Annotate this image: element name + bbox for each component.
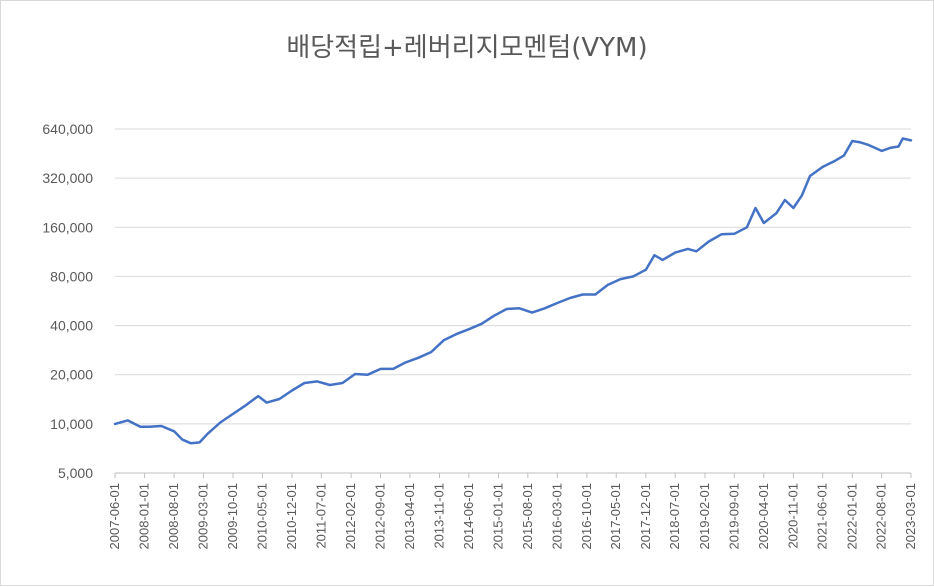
chart-title: 배당적립+레버리지모멘텀(VYM) [286,33,648,63]
x-tick-label: 2009-10-01 [225,483,240,550]
x-tick-label: 2013-11-01 [432,483,447,549]
x-tick-label: 2020-11-01 [785,483,800,549]
x-tick-label: 2015-01-01 [490,483,505,550]
x-tick-label: 2012-09-01 [373,483,388,550]
x-tick-label: 2013-04-01 [402,483,417,550]
x-axis: 2007-06-01 2008-01-01 2008-08-01 2009-03-01… [107,472,918,550]
x-tick-label: 2017-05-01 [608,483,623,550]
y-tick-label: 160,000 [42,219,93,235]
x-tick-label: 2022-01-01 [844,483,859,550]
x-tick-label: 2011-07-01 [313,483,328,549]
y-tick-label: 320,000 [42,170,93,186]
y-tick-label: 640,000 [42,121,93,137]
x-tick-label: 2017-12-01 [638,483,653,550]
x-tick-label: 2014-06-01 [461,483,476,550]
x-tick-label: 2016-10-01 [579,483,594,550]
x-tick-label: 2007-06-01 [107,483,122,550]
x-tick-label: 2008-01-01 [137,483,152,550]
y-axis: 5,000 10,000 20,000 40,000 80,000 160,000 320,… [42,121,93,481]
series-line [113,137,913,445]
y-tick-label: 40,000 [50,318,93,334]
y-tick-label: 20,000 [50,367,93,383]
x-tick-label: 2016-03-01 [549,483,564,550]
x-tick-label: 2008-08-01 [166,483,181,550]
y-tick-label: 5,000 [58,465,93,481]
x-tick-label: 2012-02-01 [343,483,358,550]
plot-area [113,137,913,445]
gridlines [115,128,911,425]
x-tick-label: 2021-06-01 [815,483,830,550]
y-tick-label: 10,000 [50,416,93,432]
x-tick-label: 2010-05-01 [254,483,269,550]
x-tick-label: 2015-08-01 [520,483,535,550]
x-tick-label: 2018-07-01 [667,483,682,550]
x-tick-label: 2020-04-01 [756,483,771,550]
x-tick-label: 2019-09-01 [726,483,741,550]
x-tick-label: 2022-08-01 [874,483,889,550]
x-tick-label: 2010-12-01 [284,483,299,550]
x-tick-label: 2009-03-01 [195,483,210,550]
x-tick-label: 2019-02-01 [697,483,712,550]
x-tick-label: 2023-03-01 [903,483,918,550]
y-tick-label: 80,000 [50,268,93,284]
